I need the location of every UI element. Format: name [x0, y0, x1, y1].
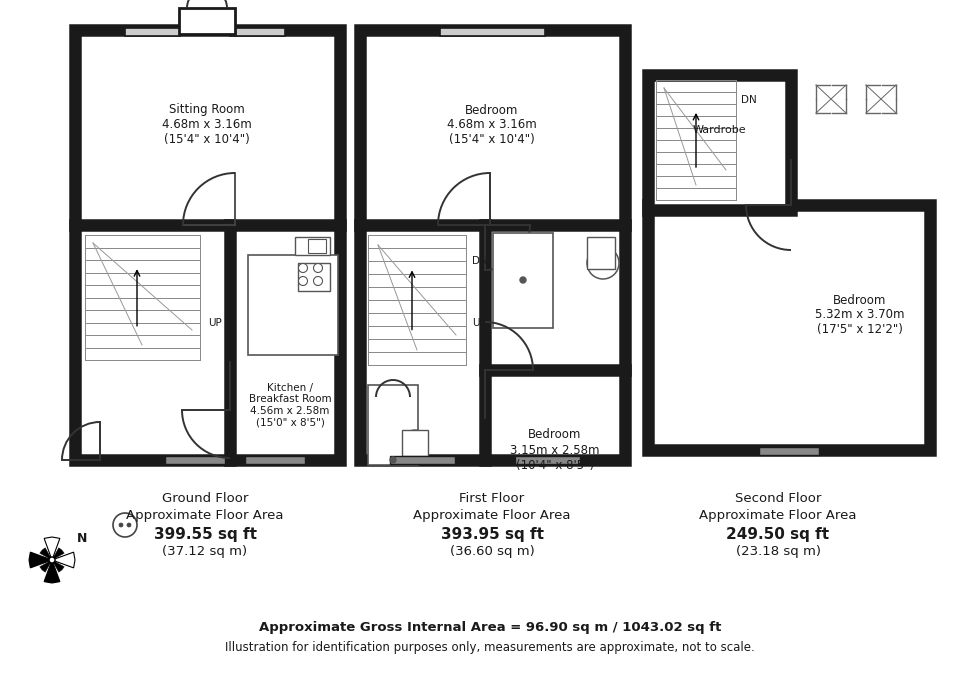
Circle shape — [299, 277, 308, 286]
Bar — [298, 263, 330, 291]
Polygon shape — [40, 560, 52, 572]
Text: Wardrobe: Wardrobe — [692, 125, 746, 135]
Circle shape — [113, 513, 137, 537]
Bar — [759, 447, 819, 455]
Text: Approximate Floor Area: Approximate Floor Area — [126, 509, 284, 522]
Bar — [360, 30, 625, 460]
Text: Bedroom
3.15m x 2.58m
(10'4" x 8'5"): Bedroom 3.15m x 2.58m (10'4" x 8'5") — [511, 428, 600, 471]
Circle shape — [390, 457, 396, 463]
Circle shape — [314, 263, 322, 272]
Bar — [179, 8, 235, 34]
Bar — [390, 456, 455, 464]
Circle shape — [299, 263, 308, 272]
Text: Second Floor: Second Floor — [735, 491, 821, 505]
Circle shape — [403, 430, 427, 454]
Text: (23.18 sq m): (23.18 sq m) — [736, 545, 820, 559]
Text: 393.95 sq ft: 393.95 sq ft — [440, 527, 544, 541]
Text: 249.50 sq ft: 249.50 sq ft — [726, 527, 829, 541]
Text: Bedroom
4.68m x 3.16m
(15'4" x 10'4"): Bedroom 4.68m x 3.16m (15'4" x 10'4") — [447, 103, 537, 146]
Text: UP: UP — [472, 318, 486, 328]
Bar — [402, 430, 428, 456]
Bar — [75, 30, 340, 460]
Text: DN: DN — [472, 256, 488, 266]
Text: DN: DN — [741, 95, 757, 105]
Polygon shape — [52, 547, 65, 560]
Bar — [493, 233, 553, 328]
Text: Approximate Floor Area: Approximate Floor Area — [414, 509, 570, 522]
Bar — [295, 237, 330, 255]
Text: (36.60 sq m): (36.60 sq m) — [450, 545, 534, 559]
Bar — [165, 456, 225, 464]
Polygon shape — [44, 560, 60, 583]
Text: Sitting Room
4.68m x 3.16m
(15'4" x 10'4"): Sitting Room 4.68m x 3.16m (15'4" x 10'4… — [162, 103, 252, 146]
Text: Approximate Gross Internal Area = 96.90 sq m / 1043.02 sq ft: Approximate Gross Internal Area = 96.90 … — [259, 622, 721, 635]
Bar — [648, 75, 791, 210]
Polygon shape — [52, 560, 65, 572]
Bar — [515, 456, 580, 464]
Text: Kitchen /
Breakfast Room
4.56m x 2.58m
(15'0" x 8'5"): Kitchen / Breakfast Room 4.56m x 2.58m (… — [249, 383, 331, 428]
Bar — [248, 255, 338, 355]
Text: 399.55 sq ft: 399.55 sq ft — [154, 527, 257, 541]
Circle shape — [587, 247, 619, 279]
Text: Bedroom
5.32m x 3.70m
(17'5" x 12'2"): Bedroom 5.32m x 3.70m (17'5" x 12'2") — [815, 294, 905, 337]
Text: Ground Floor: Ground Floor — [162, 491, 248, 505]
Text: UP: UP — [208, 317, 221, 328]
Bar — [440, 28, 545, 36]
Bar — [648, 205, 930, 450]
Text: Approximate Floor Area: Approximate Floor Area — [700, 509, 857, 522]
Polygon shape — [52, 552, 75, 568]
Polygon shape — [44, 537, 60, 560]
Bar — [368, 385, 418, 465]
Bar — [587, 237, 615, 269]
Circle shape — [127, 523, 131, 527]
Bar — [230, 28, 285, 36]
Text: N: N — [76, 532, 87, 545]
Polygon shape — [29, 552, 52, 568]
Circle shape — [520, 277, 526, 283]
Bar — [245, 456, 305, 464]
Circle shape — [119, 523, 123, 527]
Text: First Floor: First Floor — [460, 491, 524, 505]
Text: Illustration for identification purposes only, measurements are approximate, not: Illustration for identification purposes… — [225, 640, 755, 653]
Bar — [308, 239, 326, 253]
Polygon shape — [40, 547, 52, 560]
Circle shape — [49, 557, 55, 563]
Text: (37.12 sq m): (37.12 sq m) — [163, 545, 248, 559]
Circle shape — [314, 277, 322, 286]
Bar — [125, 28, 180, 36]
